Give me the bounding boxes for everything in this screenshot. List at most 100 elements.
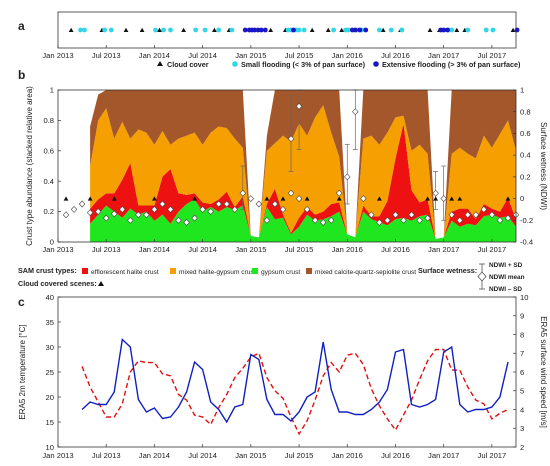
cloud-cover-marker <box>123 27 129 32</box>
panel-c-ytick-right-label: 6 <box>520 368 524 377</box>
panel-b-ytick-right-label: 0.2 <box>520 172 531 181</box>
panel-c-ytick-right-label: 8 <box>520 330 524 339</box>
panel-b-legend: SAM crust types: efflorescent halite cru… <box>18 262 525 293</box>
panel-b-label: b <box>18 68 25 82</box>
panel-a-marks <box>68 27 520 33</box>
ndwi-mean-marker <box>488 211 496 219</box>
ndwi-mean-marker <box>223 200 230 208</box>
panel-c-ytick-left-label: 20 <box>46 393 54 402</box>
legend-mixed-cqs-label: mixed calcite-quartz-sepiolite crust <box>315 269 416 276</box>
ndwi-mean-marker <box>86 209 94 217</box>
cloud-cover-marker <box>454 27 460 32</box>
cloud-scene-marker <box>280 196 286 201</box>
panel-c-ytick-left-label: 30 <box>46 343 54 352</box>
panel-b-ytick-right-label: 0.6 <box>520 129 531 138</box>
legend-ndwi-diamond <box>477 271 487 282</box>
ndwi-mean-marker <box>183 219 190 226</box>
panel-c-xtick-label: Jul 2017 <box>478 451 507 460</box>
panel-c-xtick-label: Jul 2016 <box>381 451 410 460</box>
cloud-cover-marker <box>139 27 145 32</box>
cloud-scene-marker <box>192 196 197 201</box>
ndwi-mean-marker <box>504 214 512 222</box>
small-flooding-marker <box>490 27 496 33</box>
legend-small-dot <box>232 61 238 67</box>
panel-b-frame <box>57 89 517 243</box>
panel-c-ytick-right-label: 2 <box>520 443 524 452</box>
ndwi-mean-marker <box>408 211 415 219</box>
ndwi-mean-marker <box>480 205 488 213</box>
panel-a-xtick-label: Jan 2014 <box>139 51 170 60</box>
small-flooding-marker <box>345 27 351 33</box>
small-flooding-marker <box>161 27 166 33</box>
ndwi-mean-marker <box>239 189 247 197</box>
panel-b-xtick-label: Jul 2016 <box>381 245 410 254</box>
panel-b-ylabel-right: Surface wetness (NDWI) <box>539 122 548 210</box>
panel-b-areas <box>90 90 516 242</box>
legend-sd-minus: NDWI – SD <box>489 286 522 293</box>
ndwi-mean-marker <box>94 208 102 216</box>
ndwi-mean-marker <box>287 189 295 197</box>
cloud-cover-marker <box>309 27 315 32</box>
legend-wetness-title: Surface wetness: <box>418 266 477 275</box>
panel-b-ytick-right-label: 0 <box>520 194 524 203</box>
panel-b-xtick-label: Jul 2017 <box>478 245 507 254</box>
legend-cloud-triangle <box>157 61 163 66</box>
panel-c-xtick-label: Jan 2013 <box>42 451 73 460</box>
legend-extensive-label: Extensive flooding (> 3% of pan surface) <box>382 60 521 69</box>
small-flooding-marker <box>449 27 455 33</box>
wind-speed-line <box>81 348 509 436</box>
panel-a-xtick-label: Jul 2013 <box>92 51 121 60</box>
cloud-cover-marker <box>339 27 345 32</box>
panel-b-ytick-right-label: -0.2 <box>520 216 533 225</box>
legend-mixed-cqs-swatch <box>306 268 312 274</box>
ndwi-mean-marker <box>319 219 327 226</box>
ndwi-mean-marker <box>191 214 198 222</box>
cloud-scene-marker <box>449 196 455 201</box>
cloud-cover-marker <box>157 27 162 32</box>
ndwi-mean-marker <box>215 200 222 208</box>
panel-c-ytick-left-label: 35 <box>46 318 54 327</box>
panel-a-xtick-label: Jul 2015 <box>285 51 314 60</box>
panel-b-xtick-label: Jan 2017 <box>428 245 459 254</box>
extensive-flooding-marker <box>291 27 296 33</box>
small-flooding-marker <box>193 27 199 33</box>
panel-b-ytick-left-label: 0.2 <box>43 207 54 216</box>
panel-b-xtick-label: Jan 2016 <box>332 245 363 254</box>
ndwi-mean-marker <box>464 211 471 219</box>
ndwi-mean-marker <box>416 216 423 224</box>
small-flooding-marker <box>216 27 222 33</box>
panel-a-xtick-label: Jan 2017 <box>428 51 459 60</box>
small-flooding-marker <box>153 27 158 33</box>
small-flooding-marker <box>78 27 83 33</box>
panel-c-ytick-left-label: 10 <box>46 443 54 452</box>
panel-b-xtick-label: Jan 2015 <box>235 245 266 254</box>
legend-cloud-label: Cloud cover <box>167 60 209 69</box>
legend-halite-swatch <box>82 268 88 274</box>
legend-gypsum-label: gypsum crust <box>261 269 300 276</box>
panel-b-ytick-left-label: 0.4 <box>43 177 54 186</box>
ndwi-mean-marker <box>368 211 375 219</box>
panel-a-xtick-label: Jul 2016 <box>381 51 410 60</box>
panel-c-xtick-label: Jan 2014 <box>139 451 170 460</box>
ndwi-mean-marker <box>295 195 303 203</box>
small-flooding-marker <box>168 27 173 33</box>
cloud-scene-marker <box>63 196 69 201</box>
area-mixed-halite-gypsum-crust <box>90 105 516 239</box>
ndwi-mean-marker <box>384 216 391 224</box>
cloud-cover-marker <box>380 27 386 32</box>
ndwi-mean-marker <box>440 195 447 203</box>
small-flooding-marker <box>388 27 394 33</box>
panel-c-ytick-right-label: 10 <box>520 293 528 302</box>
cloud-scene-marker <box>111 196 117 201</box>
panel-b: Jan 2013 Jul 2013 Jan 2014 Jul 2014 Jan 2015… <box>25 86 548 254</box>
ndwi-mean-marker <box>175 216 182 224</box>
ndwi-mean-marker <box>263 216 271 224</box>
panel-b-ytick-right-label: 1 <box>520 86 524 95</box>
cloud-cover-marker <box>325 27 331 32</box>
ndwi-mean-marker <box>472 211 480 219</box>
panel-c-xtick-label: Jan 2016 <box>332 451 363 460</box>
ndwi-mean-marker <box>231 205 238 213</box>
ndwi-mean-marker <box>271 200 279 208</box>
cloud-cover-marker <box>181 27 187 32</box>
extensive-flooding-marker <box>357 27 363 33</box>
